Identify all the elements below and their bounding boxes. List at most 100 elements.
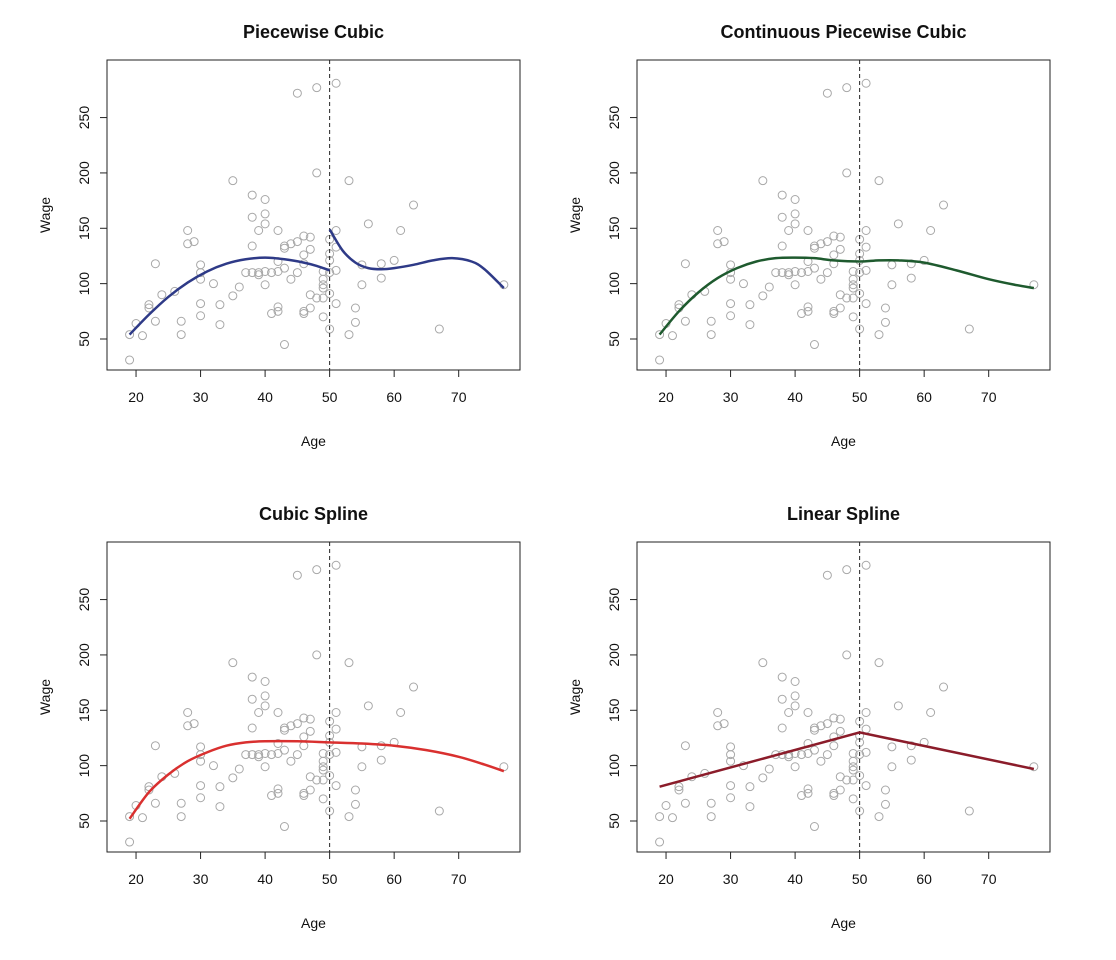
data-point <box>331 299 341 309</box>
data-point <box>842 565 852 575</box>
data-point <box>325 289 335 299</box>
data-point <box>157 290 167 300</box>
data-point <box>874 812 884 822</box>
data-point <box>835 244 845 254</box>
data-point <box>183 708 193 717</box>
data-point <box>790 195 800 204</box>
data-point <box>906 741 916 751</box>
data-point <box>176 812 186 822</box>
x-tick-label: 20 <box>128 389 144 405</box>
x-tick-label: 40 <box>257 871 273 887</box>
data-point <box>842 293 852 303</box>
data-point <box>196 742 206 752</box>
data-point <box>790 677 800 686</box>
data-point <box>926 226 936 235</box>
data-point <box>331 265 341 275</box>
y-tick-label: 100 <box>76 272 92 296</box>
data-point <box>726 793 736 803</box>
fit-curve <box>128 739 505 820</box>
y-tick-label: 200 <box>76 161 92 185</box>
panel-title: Linear Spline <box>787 504 900 524</box>
data-point <box>822 268 832 278</box>
data-point <box>273 226 283 235</box>
y-axis-label: Wage <box>567 679 583 715</box>
y-tick-label: 250 <box>606 588 622 612</box>
y-tick-label: 100 <box>606 754 622 778</box>
fit-curve <box>659 731 1035 788</box>
data-point <box>809 723 819 733</box>
data-point <box>176 316 186 326</box>
data-point <box>331 747 341 757</box>
data-point <box>189 719 199 729</box>
data-point <box>312 650 322 660</box>
data-point <box>713 721 723 731</box>
data-point <box>292 570 302 580</box>
data-point <box>292 237 302 247</box>
plot-frame <box>636 59 1051 371</box>
data-point <box>674 785 684 795</box>
data-point <box>680 259 690 269</box>
data-point <box>809 822 819 832</box>
data-point <box>279 723 289 733</box>
plot-frame <box>106 59 521 371</box>
data-point <box>286 756 296 766</box>
data-point <box>861 724 871 734</box>
data-point <box>848 756 858 766</box>
panel-linear-spline: Linear Spline Age Wage 20 30 40 50 60 70 50 100… <box>567 504 1051 931</box>
panel-piecewise-cubic: Piecewise Cubic Age Wage 20 30 40 50 60 70 50 1… <box>37 22 521 449</box>
data-point <box>822 237 832 247</box>
data-point <box>726 311 736 321</box>
data-point <box>790 701 800 711</box>
data-point <box>719 719 729 729</box>
data-point <box>137 813 147 823</box>
panel-cubic-spline: Cubic Spline Age Wage 20 30 40 50 60 70 50 100 1… <box>37 504 521 931</box>
y-tick-label: 50 <box>606 331 622 347</box>
data-point <box>655 837 665 847</box>
data-point <box>745 782 755 792</box>
data-point <box>260 266 270 276</box>
x-tick-label: 20 <box>128 871 144 887</box>
data-point <box>260 677 270 686</box>
y-tick-label: 200 <box>606 643 622 667</box>
data-point <box>855 268 865 278</box>
data-point <box>144 300 154 310</box>
data-point <box>655 330 665 340</box>
data-point <box>726 274 736 284</box>
y-tick-label: 150 <box>606 216 622 240</box>
data-point <box>247 694 257 704</box>
data-point <box>286 239 296 249</box>
data-point <box>286 274 296 284</box>
data-point <box>822 719 832 729</box>
data-point <box>835 232 845 242</box>
data-point <box>215 300 225 310</box>
data-point <box>299 231 309 241</box>
data-point <box>279 263 289 273</box>
data-point <box>247 212 257 222</box>
data-point <box>299 791 309 801</box>
data-point <box>855 289 865 299</box>
data-point <box>790 209 800 219</box>
x-tick-label: 60 <box>386 871 402 887</box>
y-tick-label: 150 <box>76 698 92 722</box>
data-point <box>273 739 283 748</box>
data-point <box>874 658 884 668</box>
data-point <box>299 713 309 723</box>
data-point <box>318 312 328 322</box>
data-point <box>861 265 871 275</box>
data-point <box>279 243 289 253</box>
data-point <box>726 781 736 791</box>
data-point <box>254 750 264 760</box>
data-point <box>376 755 386 765</box>
y-tick-label: 100 <box>76 754 92 778</box>
data-point <box>777 241 787 251</box>
x-tick-label: 20 <box>658 389 674 405</box>
y-tick-label: 150 <box>76 216 92 240</box>
data-point <box>887 742 897 752</box>
data-point <box>247 241 257 251</box>
data-point <box>299 741 309 751</box>
data-point <box>260 748 270 758</box>
data-point <box>887 280 897 290</box>
data-point <box>797 791 807 801</box>
data-point <box>803 302 813 312</box>
data-point <box>829 231 839 241</box>
